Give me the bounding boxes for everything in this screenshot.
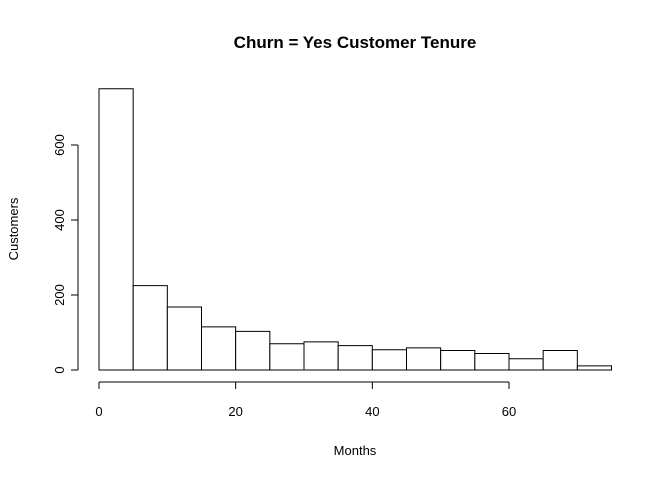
y-tick-label-3: 600: [52, 134, 67, 156]
histogram-bar-12: [508, 358, 544, 371]
histogram-bar-5: [269, 343, 305, 371]
x-axis-label: Months: [334, 443, 377, 458]
histogram-bar-6: [303, 341, 339, 371]
histogram-bar-3: [201, 326, 237, 371]
histogram-bar-1: [132, 285, 168, 371]
bars-group: [98, 88, 612, 371]
y-axis-label: Customers: [6, 197, 21, 260]
x-tick-label-2: 40: [365, 404, 379, 419]
chart-title: Churn = Yes Customer Tenure: [234, 33, 477, 52]
histogram-bar-4: [235, 330, 271, 371]
histogram-bar-8: [371, 349, 408, 371]
x-tick-label-1: 20: [228, 404, 242, 419]
x-tick-label-0: 0: [95, 404, 102, 419]
histogram-bar-0: [98, 88, 134, 371]
histogram-bar-10: [440, 350, 476, 371]
histogram-bar-11: [474, 353, 510, 371]
y-axis: 0 200 400 600: [52, 134, 79, 374]
histogram-bar-2: [166, 306, 202, 371]
histogram-bar-7: [337, 345, 373, 371]
histogram-bar-14: [576, 365, 612, 371]
y-tick-label-1: 200: [52, 284, 67, 306]
y-tick-label-0: 0: [52, 366, 67, 373]
x-tick-label-3: 60: [502, 404, 516, 419]
x-axis: 0 20 40 60: [95, 381, 516, 419]
histogram-bar-13: [542, 350, 578, 371]
histogram-bar-9: [406, 347, 442, 371]
y-tick-label-2: 400: [52, 209, 67, 231]
